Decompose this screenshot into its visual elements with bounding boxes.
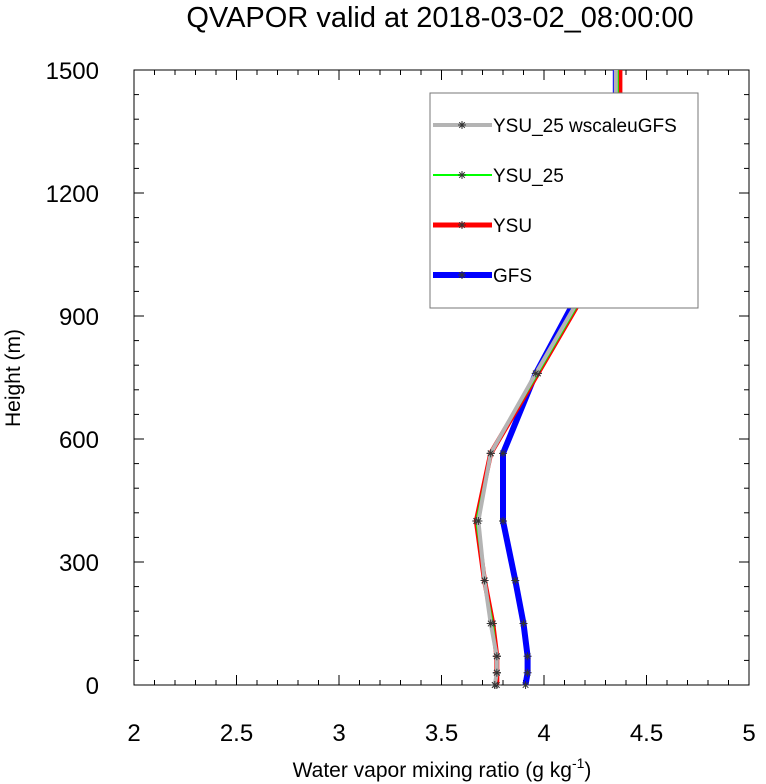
x-tick-label: 4.5 bbox=[630, 720, 663, 747]
series-marker-ysu-25-wscaleugfs bbox=[492, 652, 501, 661]
series-marker-ysu-25-wscaleugfs bbox=[486, 449, 495, 458]
y-tick-labels: 0 300 600 900 1200 1500 bbox=[46, 58, 99, 700]
x-axis-label: Water vapor mixing ratio (g kg-1) bbox=[293, 755, 592, 782]
y-tick-label: 600 bbox=[59, 427, 99, 454]
x-axis-label-main: Water vapor mixing ratio (g kg bbox=[293, 759, 572, 782]
series-marker-gfs bbox=[511, 576, 520, 585]
chart-title: QVAPOR valid at 2018-03-02_08:00:00 bbox=[186, 2, 693, 34]
x-tick-labels: 2 2.5 3 3.5 4 4.5 5 bbox=[127, 720, 755, 747]
x-axis-label-end: ) bbox=[584, 759, 591, 782]
series-marker-gfs bbox=[519, 619, 528, 628]
legend-label-ysu-25-wscaleugfs: YSU_25 wscaleuGFS bbox=[493, 116, 677, 137]
series-marker-ysu-25-wscaleugfs bbox=[531, 369, 540, 378]
legend-label-ysu: YSU bbox=[493, 216, 532, 237]
y-tick-label: 1200 bbox=[46, 181, 99, 208]
x-tick-label: 5 bbox=[742, 720, 755, 747]
series-marker-ysu-25-wscaleugfs bbox=[486, 619, 495, 628]
x-tick-label: 2 bbox=[127, 720, 140, 747]
legend-marker-ysu-25-wscaleugfs bbox=[458, 121, 466, 129]
series-marker-ysu-25-wscaleugfs bbox=[474, 517, 483, 525]
legend-marker-ysu-25 bbox=[458, 171, 466, 179]
legend-marker-gfs bbox=[458, 271, 466, 279]
legend-label-gfs: GFS bbox=[493, 266, 532, 287]
y-tick-label: 900 bbox=[59, 304, 99, 331]
x-axis-label-sup: -1 bbox=[572, 755, 585, 771]
x-tick-label: 2.5 bbox=[220, 720, 253, 747]
series-marker-ysu-25-wscaleugfs bbox=[490, 681, 499, 689]
x-tick-label: 3.5 bbox=[425, 720, 458, 747]
y-axis-label: Height (m) bbox=[2, 329, 25, 427]
series-marker-gfs bbox=[499, 517, 507, 525]
series-marker-gfs bbox=[499, 449, 507, 458]
series-marker-gfs bbox=[523, 652, 532, 661]
x-tick-label: 4 bbox=[537, 720, 550, 747]
legend: YSU_25 wscaleuGFS YSU_25 YSU GFS bbox=[429, 92, 699, 309]
series-marker-gfs bbox=[523, 668, 532, 677]
y-tick-label: 300 bbox=[59, 550, 99, 577]
legend-marker-ysu bbox=[458, 221, 466, 229]
series-marker-gfs bbox=[521, 681, 530, 689]
y-tick-label: 0 bbox=[86, 673, 99, 700]
series-marker-ysu-25-wscaleugfs bbox=[480, 576, 489, 585]
axis-ticks bbox=[133, 69, 750, 686]
legend-label-ysu-25: YSU_25 bbox=[493, 166, 564, 187]
y-tick-label: 1500 bbox=[46, 58, 99, 85]
series-marker-ysu-25-wscaleugfs bbox=[492, 668, 501, 677]
x-tick-label: 3 bbox=[332, 720, 345, 747]
